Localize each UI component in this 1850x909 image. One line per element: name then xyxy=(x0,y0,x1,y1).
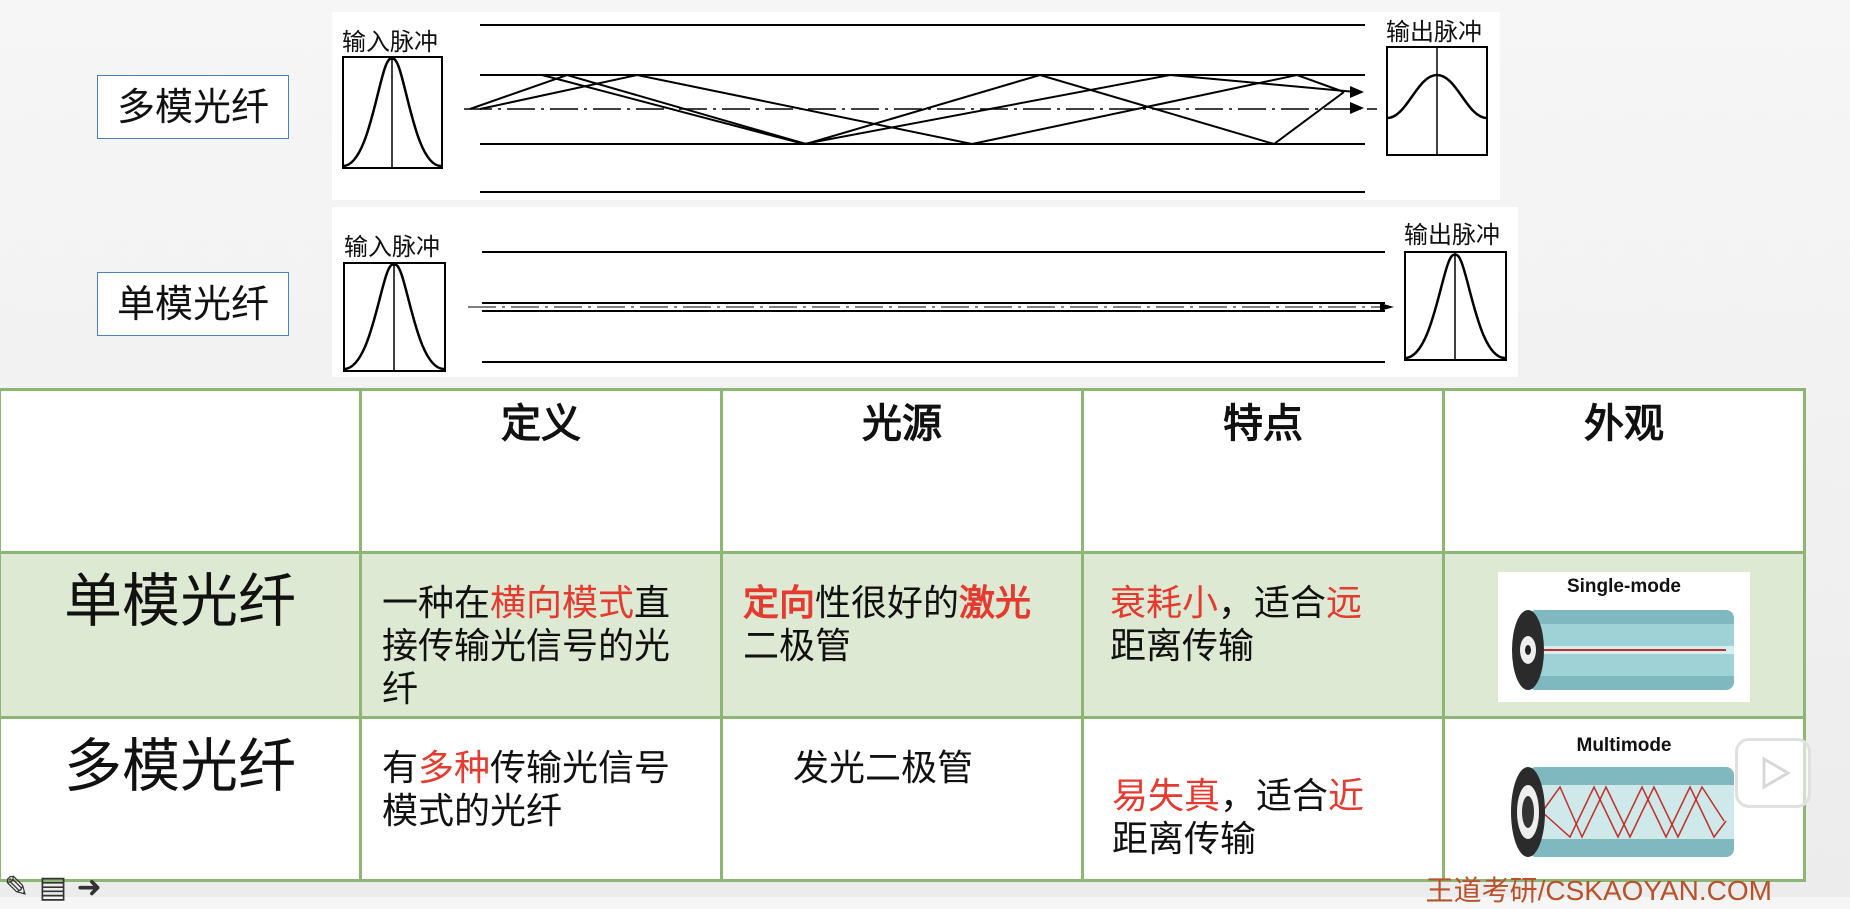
slide-toolbar: ✎ ▤ ➜ xyxy=(4,870,102,905)
feat-highlight-2: 远 xyxy=(1326,583,1363,624)
singlemode-input-caption: 输入脉冲 xyxy=(344,233,440,261)
multimode-input-caption: 输入脉冲 xyxy=(342,28,438,56)
multimode-image-caption: Multimode xyxy=(1576,735,1672,756)
feat-highlight-2: 近 xyxy=(1328,776,1365,817)
singlemode-fiber-drawing xyxy=(343,251,1507,372)
src-text: 发光二极管 xyxy=(793,748,974,789)
cell-light-source-multimode: 发光二极管 xyxy=(720,716,1084,882)
singlemode-label: 单模光纤 xyxy=(97,272,289,336)
def-post: 传输光信号模式的光纤 xyxy=(382,748,671,832)
singlemode-fiber-image: Single-mode xyxy=(1498,572,1750,702)
multimode-diagram: 输入脉冲 输出脉冲 xyxy=(332,12,1500,200)
table-row-singlemode: 单模光纤 一种在横向模式直接传输光信号的光纤 定向性很好的激光二极管 衰耗小，适… xyxy=(0,551,1806,719)
multimode-fiber-drawing xyxy=(342,24,1488,193)
src-highlight-1: 定向 xyxy=(743,582,816,624)
header-feature: 特点 xyxy=(1081,388,1445,554)
cell-definition-singlemode: 一种在横向模式直接传输光信号的光纤 xyxy=(359,551,723,719)
singlemode-diagram: 输入脉冲 输出脉冲 xyxy=(332,207,1518,377)
cell-appearance-singlemode: Single-mode xyxy=(1442,551,1806,719)
pen-icon[interactable]: ✎ xyxy=(4,870,30,905)
header-empty xyxy=(0,388,362,554)
multimode-fiber-illustration xyxy=(1511,767,1734,857)
singlemode-fiber-illustration xyxy=(1512,610,1734,690)
table-header-row: 定义 光源 特点 外观 xyxy=(0,388,1806,554)
multimode-fiber-image: Multimode xyxy=(1498,731,1750,867)
play-icon xyxy=(1762,756,1791,790)
feat-mid: ，适合 xyxy=(1218,583,1327,624)
row-name-singlemode: 单模光纤 xyxy=(0,551,362,719)
watermark: 王道考研/CSKAOYAN.COM xyxy=(1425,875,1772,906)
def-highlight: 多种 xyxy=(418,748,491,789)
def-pre: 一种在 xyxy=(382,583,491,624)
cell-definition-multimode: 有多种传输光信号模式的光纤 xyxy=(359,716,723,882)
header-appearance: 外观 xyxy=(1442,388,1806,554)
src-post: 二极管 xyxy=(743,626,852,667)
next-arrow-icon[interactable]: ➜ xyxy=(76,870,102,905)
feat-highlight-1: 衰耗小 xyxy=(1110,583,1219,624)
cell-feature-multimode: 易失真，适合近距离传输 xyxy=(1081,716,1445,882)
def-highlight: 横向模式 xyxy=(490,583,635,624)
video-play-button[interactable] xyxy=(1735,738,1811,808)
def-post: 直接传输光信号的光纤 xyxy=(382,583,671,710)
def-pre: 有 xyxy=(382,748,419,789)
multimode-output-caption: 输出脉冲 xyxy=(1386,18,1482,46)
singlemode-image-caption: Single-mode xyxy=(1566,576,1681,597)
header-light-source: 光源 xyxy=(720,388,1084,554)
save-icon[interactable]: ▤ xyxy=(38,870,68,905)
cell-feature-singlemode: 衰耗小，适合远距离传输 xyxy=(1081,551,1445,719)
fiber-comparison-table: 定义 光源 特点 外观 单模光纤 一种在横向模式直接传输光信号的光纤 定向性很好… xyxy=(0,388,1806,882)
src-highlight-2: 激光 xyxy=(959,582,1032,624)
header-definition: 定义 xyxy=(359,388,723,554)
feat-post: 距离传输 xyxy=(1110,626,1255,667)
cell-light-source-singlemode: 定向性很好的激光二极管 xyxy=(720,551,1084,719)
feat-post: 距离传输 xyxy=(1112,819,1257,860)
multimode-label: 多模光纤 xyxy=(97,75,289,139)
feat-mid: ，适合 xyxy=(1220,776,1329,817)
src-mid: 性很好的 xyxy=(815,583,960,624)
row-name-multimode: 多模光纤 xyxy=(0,716,362,882)
table-row-multimode: 多模光纤 有多种传输光信号模式的光纤 发光二极管 易失真，适合近距离传输 Mul… xyxy=(0,716,1806,882)
feat-highlight-1: 易失真 xyxy=(1112,776,1221,817)
singlemode-output-caption: 输出脉冲 xyxy=(1404,221,1500,249)
